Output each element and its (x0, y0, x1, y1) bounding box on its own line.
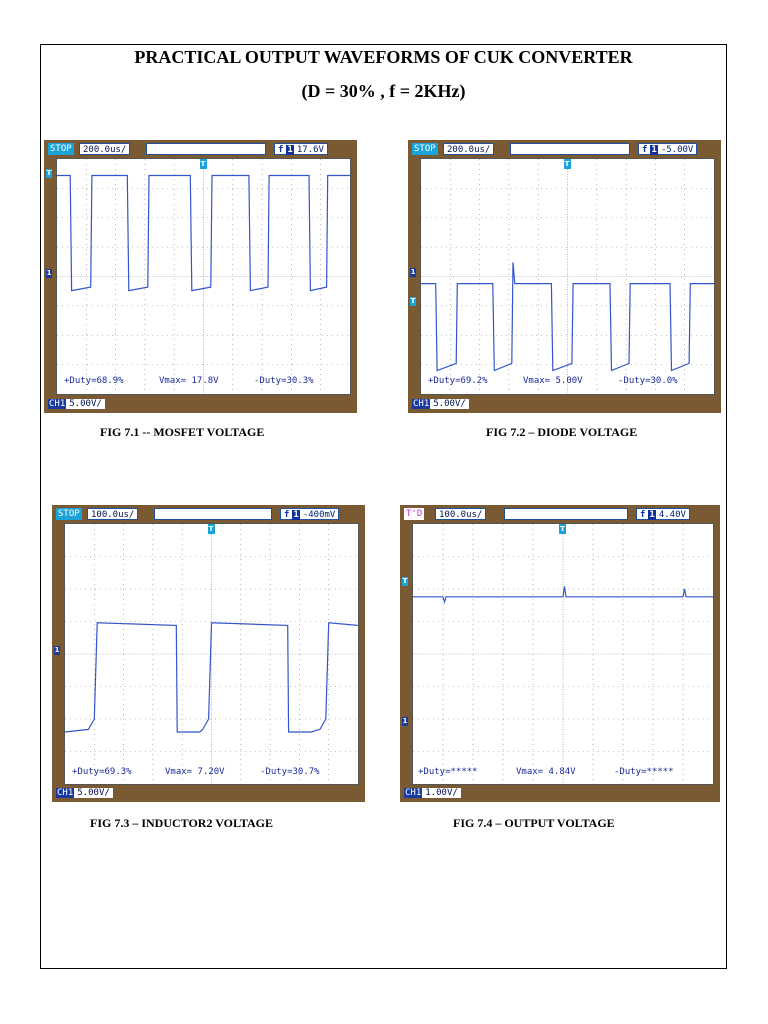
pos-duty-readout: +Duty=69.2% (428, 376, 488, 386)
vmax-readout: Vmax= 7.20V (165, 767, 225, 777)
figure-caption: FIG 7.3 – INDUCTOR2 VOLTAGE (90, 816, 274, 830)
channel-label: CH1 (48, 399, 67, 409)
channel-label: CH1 (412, 399, 431, 409)
scope-grid (56, 158, 351, 395)
trigger-readout: f 1 4.40V (636, 508, 690, 520)
memory-track (146, 143, 266, 155)
trigger-position-marker: T (563, 159, 571, 169)
waveform-trace (413, 586, 713, 605)
neg-duty-readout: -Duty=30.7% (260, 767, 320, 777)
pos-duty-readout: +Duty=68.9% (64, 376, 124, 386)
status-label: T'D (404, 508, 425, 520)
memory-track (504, 508, 628, 520)
trigger-position-marker: T (207, 524, 215, 534)
vmax-readout: Vmax= 5.00V (523, 376, 583, 386)
channel1-ground-marker: 1 (54, 646, 60, 655)
status-label: STOP (48, 143, 74, 155)
timebase-label: 100.0us/ (435, 508, 487, 520)
neg-duty-readout: -Duty=***** (614, 767, 674, 777)
scope-grid (420, 158, 715, 395)
channel-scale: 5.00V/ (74, 788, 113, 798)
trigger-position-marker: T (199, 159, 207, 169)
channel-scale: 1.00V/ (422, 788, 461, 798)
scope-grid (412, 523, 714, 785)
figure-caption: FIG 7.1 -- MOSFET VOLTAGE (100, 425, 265, 439)
neg-duty-readout: -Duty=30.0% (618, 376, 678, 386)
trigger-level-marker: T (410, 297, 416, 306)
channel1-ground-marker: 1 (402, 717, 408, 726)
channel1-ground-marker: 1 (410, 268, 416, 277)
pos-duty-readout: +Duty=***** (418, 767, 478, 777)
waveform-trace (57, 174, 350, 292)
figure-caption: FIG 7.4 – OUTPUT VOLTAGE (453, 816, 615, 830)
status-label: STOP (56, 508, 82, 520)
memory-track (154, 508, 272, 520)
trigger-level-marker: T (46, 169, 52, 178)
memory-track (510, 143, 630, 155)
channel-scale: 5.00V/ (66, 399, 105, 409)
scope-screen-diode: STOP 200.0us/ f 1 -5.00V +Duty=69.2% Vmax=… (408, 140, 721, 413)
scope-grid (64, 523, 359, 785)
channel1-ground-marker: 1 (46, 269, 52, 278)
page-border (40, 44, 727, 969)
channel-label: CH1 (404, 788, 423, 798)
timebase-label: 200.0us/ (443, 143, 495, 155)
channel-scale: 5.00V/ (430, 399, 469, 409)
scope-screen-inductor2: STOP 100.0us/ f 1 -400mV +Duty=69.3% Vmax=… (52, 505, 365, 802)
pos-duty-readout: +Duty=69.3% (72, 767, 132, 777)
scope-screen-mosfet: STOP 200.0us/ f 1 17.6V +Duty=68.9% Vmax= … (44, 140, 357, 413)
trigger-position-marker: T (559, 524, 566, 534)
timebase-label: 100.0us/ (87, 508, 139, 520)
page-subtitle: (D = 30% , f = 2KHz) (301, 81, 466, 101)
vmax-readout: Vmax= 4.84V (516, 767, 576, 777)
figure-caption: FIG 7.2 – DIODE VOLTAGE (486, 425, 638, 439)
scope-screen-output: T'D 100.0us/ f 1 4.40V +Duty=***** Vmax= 4… (400, 505, 720, 802)
waveform-trace (65, 622, 358, 733)
vmax-readout: Vmax= 17.8V (159, 376, 219, 386)
timebase-label: 200.0us/ (79, 143, 131, 155)
neg-duty-readout: -Duty=30.3% (254, 376, 314, 386)
status-label: STOP (412, 143, 438, 155)
trigger-readout: f 1 -400mV (280, 508, 340, 520)
channel-label: CH1 (56, 788, 75, 798)
waveform-trace (421, 262, 714, 372)
trigger-level-marker: T (402, 577, 408, 586)
trigger-readout: f 1 17.6V (274, 143, 328, 155)
page-title: PRACTICAL OUTPUT WAVEFORMS OF CUK CONVER… (134, 47, 633, 67)
trigger-readout: f 1 -5.00V (638, 143, 698, 155)
